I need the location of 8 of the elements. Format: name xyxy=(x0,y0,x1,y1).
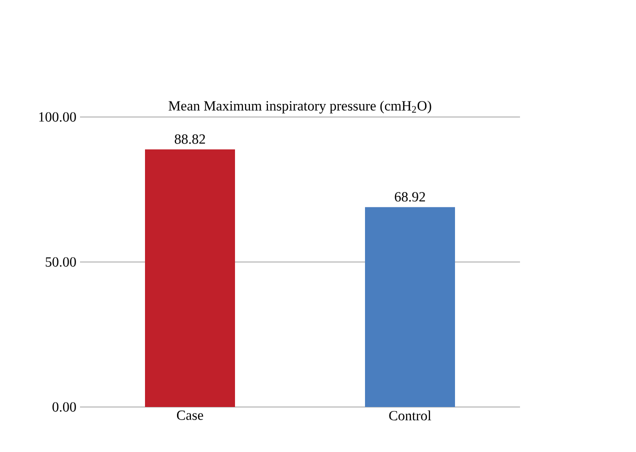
y-tick-label: 100.00 xyxy=(39,112,76,122)
data-label: 88.82 xyxy=(174,134,205,144)
y-tick-label: 0.00 xyxy=(52,402,76,412)
x-tick-label: Control xyxy=(389,410,432,420)
data-label: 68.92 xyxy=(394,192,425,202)
y-tick-label: 50.00 xyxy=(46,257,76,267)
chart-title: Mean Maximum inspiratory pressure (cmH$_{2}$O) xyxy=(168,100,432,114)
x-tick-label: Case xyxy=(176,410,204,420)
